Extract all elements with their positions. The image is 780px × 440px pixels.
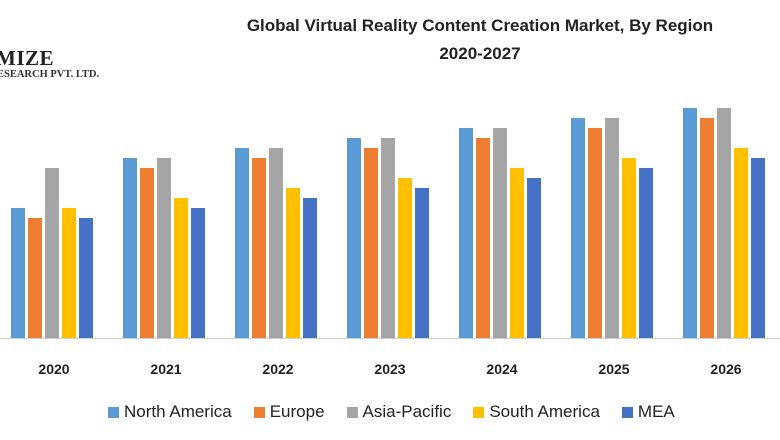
bar-north-america-2025	[571, 118, 585, 338]
bar-mea-2024	[527, 178, 541, 338]
bar-asia-pacific-2023	[381, 138, 395, 338]
legend-swatch	[253, 406, 265, 418]
bar-europe-2021	[140, 168, 154, 338]
bar-asia-pacific-2025	[605, 118, 619, 338]
bar-europe-2023	[364, 148, 378, 338]
bar-mea-2026	[751, 158, 765, 338]
legend-item: Europe	[253, 402, 325, 422]
bar-europe-2024	[476, 138, 490, 338]
bar-north-america-2022	[235, 148, 249, 338]
bar-north-america-2024	[459, 128, 473, 338]
legend-label: North America	[124, 402, 232, 421]
bar-south-america-2021	[174, 198, 188, 338]
bar-south-america-2023	[398, 178, 412, 338]
x-tick-label: 2025	[598, 361, 629, 377]
bar-asia-pacific-2022	[269, 148, 283, 338]
logo-subtext: ESEARCH PVT. LTD.	[0, 69, 100, 80]
bar-north-america-2026	[683, 108, 697, 338]
bar-mea-2021	[191, 208, 205, 338]
legend-label: South America	[489, 402, 600, 421]
legend-swatch	[473, 406, 485, 418]
bar-south-america-2020	[62, 208, 76, 338]
bar-asia-pacific-2020	[45, 168, 59, 338]
legend-item: Asia-Pacific	[346, 402, 452, 422]
bar-asia-pacific-2021	[157, 158, 171, 338]
bar-mea-2025	[639, 168, 653, 338]
bar-north-america-2021	[123, 158, 137, 338]
legend-item: South America	[473, 402, 600, 422]
bar-south-america-2024	[510, 168, 524, 338]
bar-europe-2022	[252, 158, 266, 338]
bar-south-america-2022	[286, 188, 300, 338]
legend-swatch	[346, 406, 358, 418]
bar-mea-2023	[415, 188, 429, 338]
bar-asia-pacific-2026	[717, 108, 731, 338]
bar-north-america-2020	[11, 208, 25, 338]
legend-item: MEA	[621, 402, 675, 422]
x-tick-label: 2026	[710, 361, 741, 377]
legend-label: Europe	[269, 402, 325, 421]
legend-swatch	[108, 406, 119, 418]
x-tick-label: 2022	[262, 361, 293, 377]
bar-europe-2026	[700, 118, 714, 338]
legend: North America Europe Asia-Pacific South Ame…	[108, 402, 697, 422]
x-tick-label: 2023	[374, 361, 405, 377]
bar-asia-pacific-2024	[493, 128, 507, 338]
bar-mea-2022	[303, 198, 317, 338]
bar-south-america-2025	[622, 158, 636, 338]
chart-title: Global Virtual Reality Content Creation …	[246, 16, 714, 35]
bar-europe-2025	[588, 128, 602, 338]
legend-label: Asia-Pacific	[362, 402, 452, 421]
legend-label: MEA	[637, 402, 675, 421]
x-tick-label: 2024	[486, 361, 517, 377]
bar-north-america-2023	[347, 138, 361, 338]
logo-text: MIZE	[0, 46, 55, 70]
bar-south-america-2026	[734, 148, 748, 338]
legend-item: North America	[108, 402, 232, 422]
bar-europe-2020	[28, 218, 42, 338]
chart-subtitle: 2020-2027	[439, 44, 521, 63]
x-tick-label: 2021	[150, 361, 181, 377]
x-tick-label: 2020	[38, 361, 69, 377]
legend-swatch	[621, 406, 633, 418]
bar-mea-2020	[79, 218, 93, 338]
